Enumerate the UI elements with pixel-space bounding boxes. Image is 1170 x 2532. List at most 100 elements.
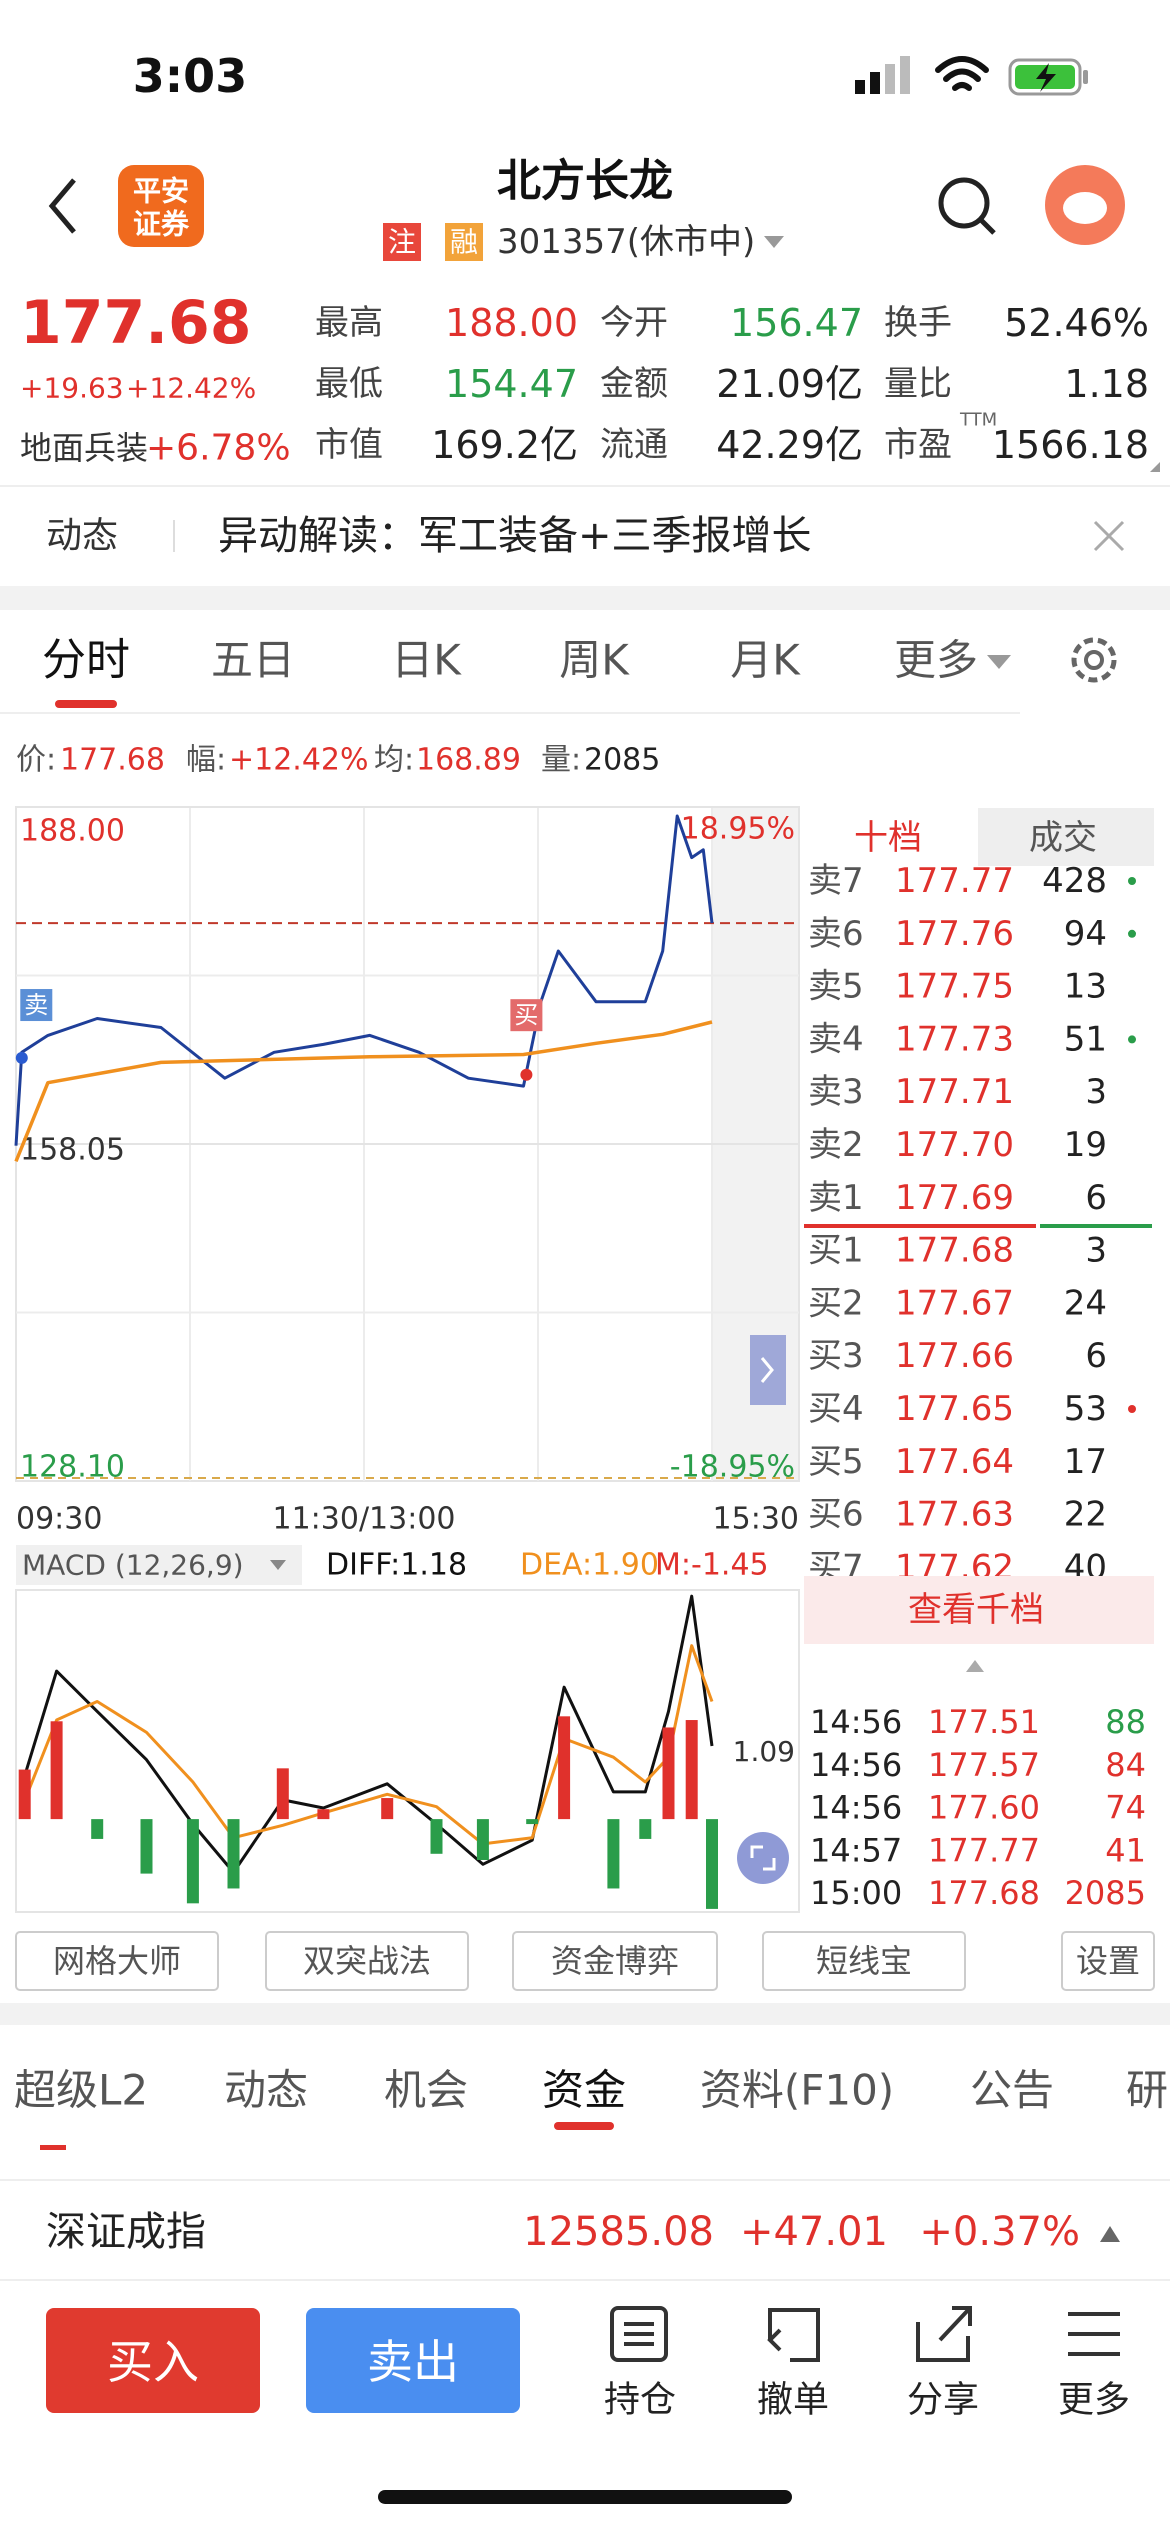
signal-bar (870, 72, 880, 94)
buy-button[interactable] (46, 2308, 260, 2413)
book-volume: 428 (1042, 861, 1107, 901)
back-button[interactable] (48, 178, 76, 234)
section-tab[interactable]: 机会 (384, 2066, 468, 2115)
signal-bar (855, 80, 865, 94)
annotation-box (510, 999, 543, 1032)
book-tab-bg (978, 808, 1154, 866)
price-change-pct: +12.42% (126, 372, 256, 405)
tool-button[interactable] (762, 1931, 966, 1991)
cancel-icon[interactable] (767, 2308, 820, 2362)
action-label[interactable]: 持仓 (604, 2380, 676, 2421)
sell-label: 卖出 (367, 2335, 459, 2389)
action-label[interactable]: 分享 (907, 2380, 979, 2421)
close-button[interactable] (1093, 520, 1125, 552)
trade-time: 15:00 (810, 1874, 902, 1912)
chart-tab[interactable]: 月K (730, 636, 801, 685)
chart-tab[interactable]: 日K (391, 636, 462, 685)
book-volume: 53 (1064, 1389, 1107, 1429)
book-price: 177.64 (895, 1442, 1014, 1482)
signal-bar (900, 56, 910, 94)
book-price: 177.75 (895, 967, 1014, 1007)
trade-price: 177.51 (928, 1703, 1040, 1741)
macd-bar (140, 1819, 153, 1874)
book-volume: 3 (1085, 1072, 1107, 1112)
trade-volume: 88 (1105, 1703, 1146, 1741)
volume-change-dot (1128, 1405, 1136, 1413)
chart-tab[interactable]: 分时 (42, 635, 130, 686)
action-label[interactable]: 撤单 (757, 2380, 829, 2421)
macd-bar (227, 1819, 240, 1889)
section-tab[interactable]: 超级L2 (14, 2066, 148, 2115)
search-icon[interactable] (938, 177, 990, 229)
macd-title[interactable]: MACD (12,26,9) (22, 1549, 244, 1582)
info-value: 2085 (584, 743, 660, 778)
field-label: 市值 (315, 425, 383, 465)
y-tick-label: 128.10 (20, 1450, 125, 1485)
tab-underline (55, 700, 117, 708)
badge: 注 (388, 226, 416, 259)
section-tab[interactable]: 资金 (542, 2066, 626, 2115)
news-text[interactable]: 异动解读：军工装备+三季报增长 (218, 513, 812, 559)
settings-icon[interactable] (1071, 637, 1117, 683)
book-volume: 94 (1064, 914, 1107, 954)
info-label: 均: (374, 743, 414, 778)
section-tab[interactable]: 研 (1126, 2066, 1168, 2115)
trade-time: 14:56 (810, 1746, 902, 1784)
collapse-button[interactable] (750, 1335, 786, 1405)
tool-button[interactable] (1061, 1931, 1155, 1991)
tool-label: 双突战法 (303, 1942, 431, 1980)
position-icon[interactable] (610, 2306, 668, 2362)
more-levels[interactable]: 查看千档 (908, 1590, 1044, 1630)
charging-icon (1036, 63, 1056, 92)
book-level: 买5 (808, 1442, 864, 1482)
chart-tab[interactable]: 五日 (211, 636, 295, 685)
more-levels-bg[interactable] (804, 1576, 1154, 1644)
tool-button[interactable] (512, 1931, 718, 1991)
volume-change-dot (1128, 877, 1136, 885)
macd-frame (15, 1589, 800, 1913)
macd-bar (558, 1716, 571, 1820)
expand-button[interactable] (737, 1832, 789, 1884)
book-volume: 51 (1064, 1019, 1107, 1059)
info-value: 177.68 (60, 743, 165, 778)
book-level: 买1 (808, 1231, 864, 1271)
volume-change-dot (1128, 929, 1136, 938)
chart-tab[interactable]: 周K (559, 636, 630, 685)
x-tick-label: 11:30/13:00 (272, 1502, 455, 1537)
dropdown-icon (270, 1560, 286, 1570)
dropdown-icon[interactable] (764, 236, 784, 248)
field-label: 换手 (884, 303, 952, 343)
book-tab[interactable]: 成交 (1029, 818, 1097, 858)
section-tab[interactable]: 动态 (224, 2066, 308, 2115)
book-tab[interactable]: 十档 (854, 818, 922, 858)
action-label[interactable]: 更多 (1058, 2380, 1130, 2421)
sell-button[interactable] (306, 2308, 520, 2413)
section-tab[interactable]: 公告 (970, 2066, 1054, 2115)
book-price: 177.67 (895, 1283, 1014, 1323)
book-volume: 6 (1085, 1336, 1107, 1376)
y-tick-label: 158.05 (20, 1133, 125, 1168)
book-price: 177.70 (895, 1125, 1014, 1165)
info-label: 量: (541, 743, 581, 778)
share-icon[interactable] (916, 2306, 972, 2362)
macd-bar (607, 1819, 620, 1889)
section-tab[interactable]: 资料(F10) (700, 2066, 894, 2115)
field-value: 156.47 (730, 301, 863, 345)
macd-bar (430, 1819, 443, 1854)
search-handle (979, 218, 996, 235)
position-icon-lines (624, 2322, 654, 2346)
ttm-label: TTM (959, 410, 997, 431)
field-value: 188.00 (445, 301, 578, 345)
book-level: 卖1 (808, 1178, 864, 1218)
battery-cap (1083, 70, 1088, 84)
chart-tab[interactable]: 更多 (894, 636, 978, 685)
trade-price: 177.68 (928, 1874, 1040, 1912)
tool-button[interactable] (265, 1931, 469, 1991)
book-volume: 19 (1064, 1125, 1107, 1165)
tool-button[interactable] (15, 1931, 219, 1991)
info-label: 幅: (186, 743, 226, 778)
more-icon[interactable] (1068, 2312, 1120, 2356)
book-level: 卖7 (808, 861, 864, 901)
expand-icon[interactable] (1100, 2226, 1120, 2242)
